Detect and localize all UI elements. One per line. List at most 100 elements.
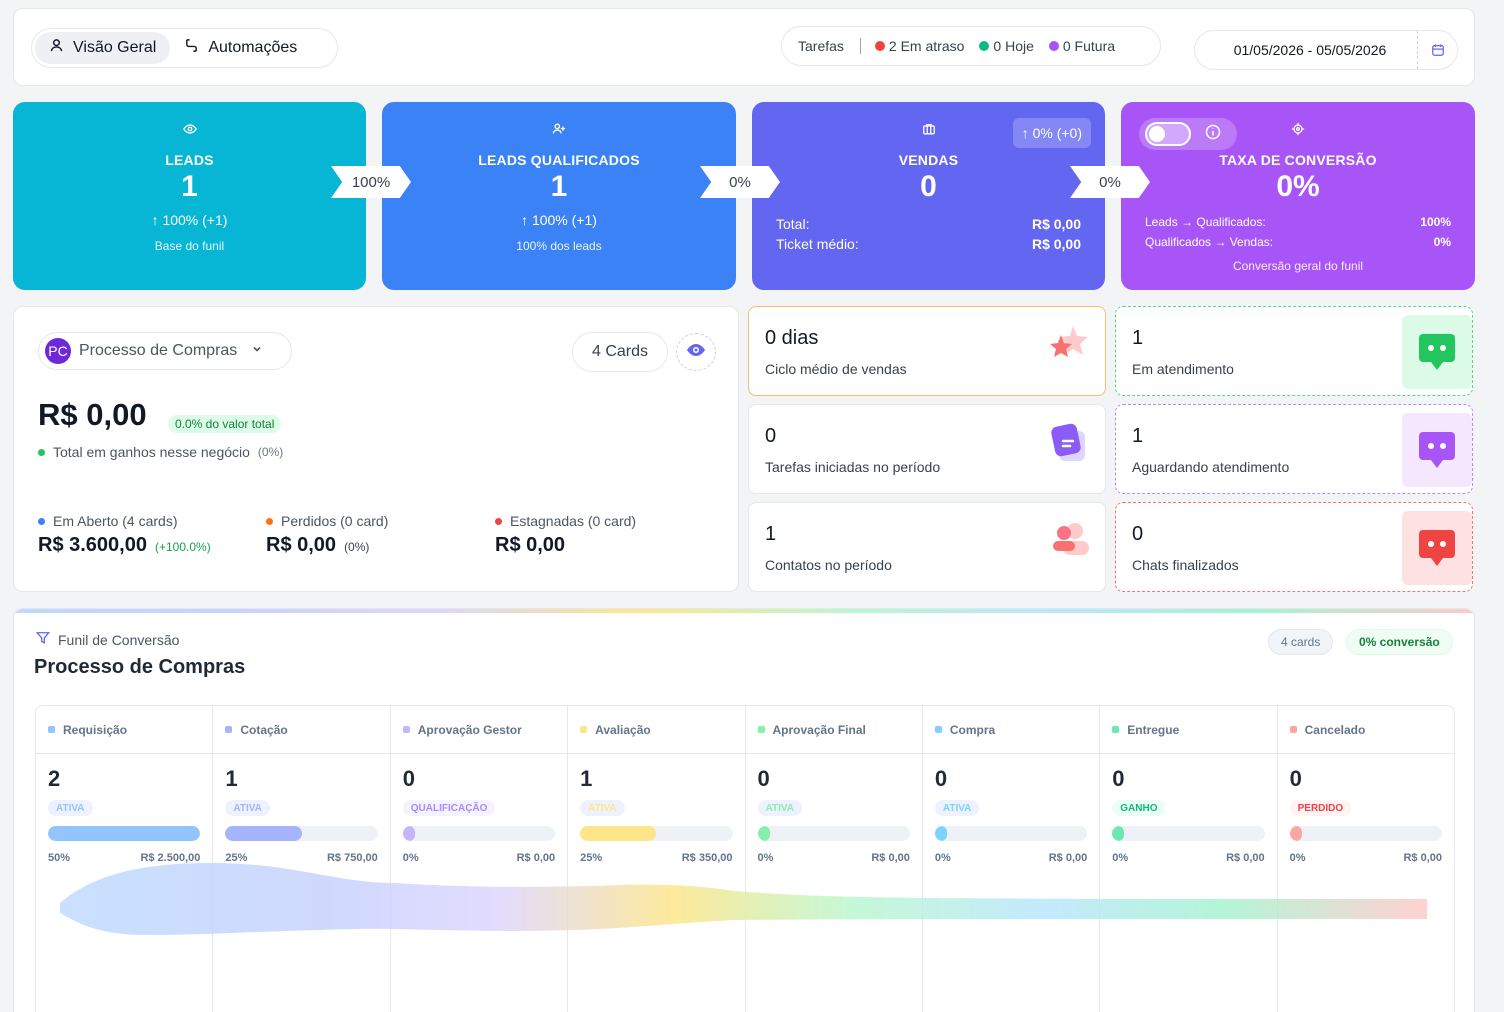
- funnel-arrow: 0%: [1070, 166, 1150, 198]
- eye-icon: [182, 122, 197, 141]
- funnel-stage[interactable]: Cotação 1 ATIVA 25% R$ 750,00: [213, 706, 391, 1012]
- chat-count: 1: [1132, 425, 1144, 447]
- tasks-future-text: 0 Futura: [1062, 38, 1116, 54]
- process-avatar: PC: [45, 338, 71, 364]
- funnel-stage[interactable]: Avaliação 1 ATIVA 25% R$ 350,00: [568, 706, 746, 1012]
- chat-awaiting: 1 Aguardando atendimento: [1115, 404, 1473, 494]
- cards-count-button[interactable]: 4 Cards: [572, 332, 668, 372]
- kpi-title: TAXA DE CONVERSÃO: [1219, 152, 1377, 168]
- stage-meta: 50% R$ 2.500,00: [48, 852, 200, 864]
- briefcase-icon: [922, 122, 936, 141]
- stage-tag: PERDIDO: [1289, 800, 1352, 816]
- tasks-label: Tarefas: [798, 38, 844, 54]
- kpi-value: 0%: [1276, 170, 1320, 203]
- stage-name: Aprovação Gestor: [417, 722, 522, 737]
- kpi-value: 0: [920, 170, 937, 203]
- tab-automations[interactable]: Automações: [170, 32, 311, 64]
- stage-header: Aprovação Final: [745, 706, 922, 754]
- process-summary-card: PC Processo de Compras 4 Cards R$ 0,00 0…: [13, 306, 739, 592]
- chat-label: Aguardando atendimento: [1132, 459, 1290, 475]
- stage-value: R$ 0,00: [1403, 852, 1442, 864]
- process-select[interactable]: PC Processo de Compras: [38, 332, 292, 370]
- chevron-down-icon: [251, 342, 263, 360]
- funnel-stage[interactable]: Compra 0 ATIVA 0% R$ 0,00: [922, 706, 1101, 1012]
- stage-percent: 0%: [934, 852, 951, 864]
- funnel-stage[interactable]: Cancelado 0 PERDIDO 0% R$ 0,00: [1277, 706, 1454, 1012]
- stage-progress-bar: [757, 826, 910, 841]
- funnel-stages: Requisição 2 ATIVA 50% R$ 2.500,00 Cotação 1 AT…: [35, 705, 1455, 1012]
- conversion-funnel: Funil de Conversão Processo de Compras 4…: [13, 608, 1475, 1012]
- stage-value: R$ 2.500,00: [140, 852, 201, 864]
- stage-color-square: [580, 726, 588, 733]
- stat-lost: Perdidos (0 card) R$ 0,00 (0%): [266, 513, 388, 557]
- sales-total-row: Total: R$ 0,00: [776, 216, 1081, 232]
- stage-header: Aprovação Gestor: [390, 706, 568, 754]
- stat-value: R$ 3.600,00: [38, 534, 147, 556]
- stage-meta: 0% R$ 0,00: [935, 852, 1087, 864]
- tab-overview[interactable]: Visão Geral: [35, 32, 171, 64]
- date-range-picker[interactable]: 01/05/2026 - 05/05/2026: [1194, 30, 1458, 70]
- stage-progress-bar: [580, 826, 733, 841]
- stage-value: R$ 0,00: [1048, 852, 1088, 864]
- metric-sales-cycle: 0 dias Ciclo médio de vendas: [748, 306, 1106, 396]
- funnel-stage[interactable]: Aprovação Gestor 0 QUALIFICAÇÃO 0% R$ 0,00: [390, 706, 569, 1012]
- metric-label: Contatos no período: [765, 557, 892, 573]
- stage-color-square: [934, 726, 942, 733]
- stage-tag: QUALIFICAÇÃO: [402, 800, 496, 816]
- stage-header: Cotação: [213, 706, 390, 754]
- stage-progress-bar: [402, 826, 556, 841]
- sales-ticket-row: Ticket médio: R$ 0,00: [776, 236, 1081, 252]
- stage-count: 0: [402, 766, 415, 791]
- target-icon: [1291, 122, 1305, 141]
- top-bar: Visão Geral Automações Tarefas 2 Em atra…: [13, 8, 1475, 86]
- user-icon: [49, 38, 64, 58]
- tasks-today[interactable]: 0 Hoje: [979, 38, 1034, 54]
- status-dot: [1048, 41, 1059, 51]
- stage-name: Requisição: [63, 722, 128, 737]
- calendar-icon[interactable]: [1417, 31, 1457, 69]
- view-tabs: Visão Geral Automações: [31, 28, 338, 68]
- stage-header: Compra: [922, 706, 1100, 754]
- stat-value: R$ 0,00: [266, 534, 337, 556]
- stat-extra: (+100.0%): [154, 540, 211, 554]
- info-icon[interactable]: [1205, 124, 1221, 145]
- stage-tag: GANHO: [1112, 800, 1166, 816]
- date-range-text: 01/05/2026 - 05/05/2026: [1233, 42, 1387, 58]
- funnel-header: Funil de Conversão: [35, 631, 179, 648]
- percent-badge: 0.0% do valor total: [168, 415, 282, 433]
- stat-label: Perdidos (0 card): [281, 513, 389, 529]
- chat-label: Chats finalizados: [1132, 557, 1239, 573]
- tasks-summary[interactable]: Tarefas 2 Em atraso 0 Hoje 0 Futura: [781, 26, 1161, 66]
- tasks-late[interactable]: 2 Em atraso: [874, 38, 964, 54]
- chat-count: 0: [1132, 523, 1144, 545]
- stage-progress-bar: [934, 826, 1088, 841]
- stat-stagnant: Estagnadas (0 card) R$ 0,00: [495, 513, 636, 557]
- stat-open: Em Aberto (4 cards) R$ 3.600,00 (+100.0%): [38, 513, 211, 557]
- conversion-toggle[interactable]: [1145, 122, 1191, 146]
- kpi-subtitle: Conversão geral do funil: [1232, 259, 1364, 273]
- stage-name: Compra: [949, 722, 996, 737]
- stage-value: R$ 0,00: [516, 852, 556, 864]
- kpi-subtitle: Base do funil: [154, 239, 225, 253]
- funnel-stage[interactable]: Entregue 0 GANHO 0% R$ 0,00: [1100, 706, 1278, 1012]
- metric-tasks-started: 0 Tarefas iniciadas no período: [748, 404, 1106, 494]
- funnel-stage[interactable]: Requisição 2 ATIVA 50% R$ 2.500,00: [36, 706, 214, 1012]
- stage-progress-bar: [48, 826, 201, 841]
- visibility-toggle-button[interactable]: [676, 333, 716, 371]
- stage-percent: 0%: [757, 852, 774, 864]
- kpi-change: ↑ 100% (+1): [521, 212, 597, 228]
- metric-value: 0: [765, 425, 777, 447]
- stage-header: Avaliação: [568, 706, 745, 754]
- kpi-title: LEADS: [165, 152, 214, 168]
- funnel-stage[interactable]: Aprovação Final 0 ATIVA 0% R$ 0,00: [745, 706, 923, 1012]
- divider: [859, 38, 861, 54]
- stage-progress-fill: [934, 826, 948, 841]
- stage-color-square: [225, 726, 233, 733]
- stage-progress-fill: [48, 826, 201, 841]
- sales-ticket-label: Ticket médio:: [776, 236, 859, 252]
- stage-count: 0: [757, 766, 770, 791]
- stage-name: Avaliação: [595, 722, 651, 737]
- cards-badge: 4 cards: [1268, 629, 1334, 655]
- kpi-title: LEADS QUALIFICADOS: [478, 152, 640, 168]
- tasks-future[interactable]: 0 Futura: [1048, 38, 1116, 54]
